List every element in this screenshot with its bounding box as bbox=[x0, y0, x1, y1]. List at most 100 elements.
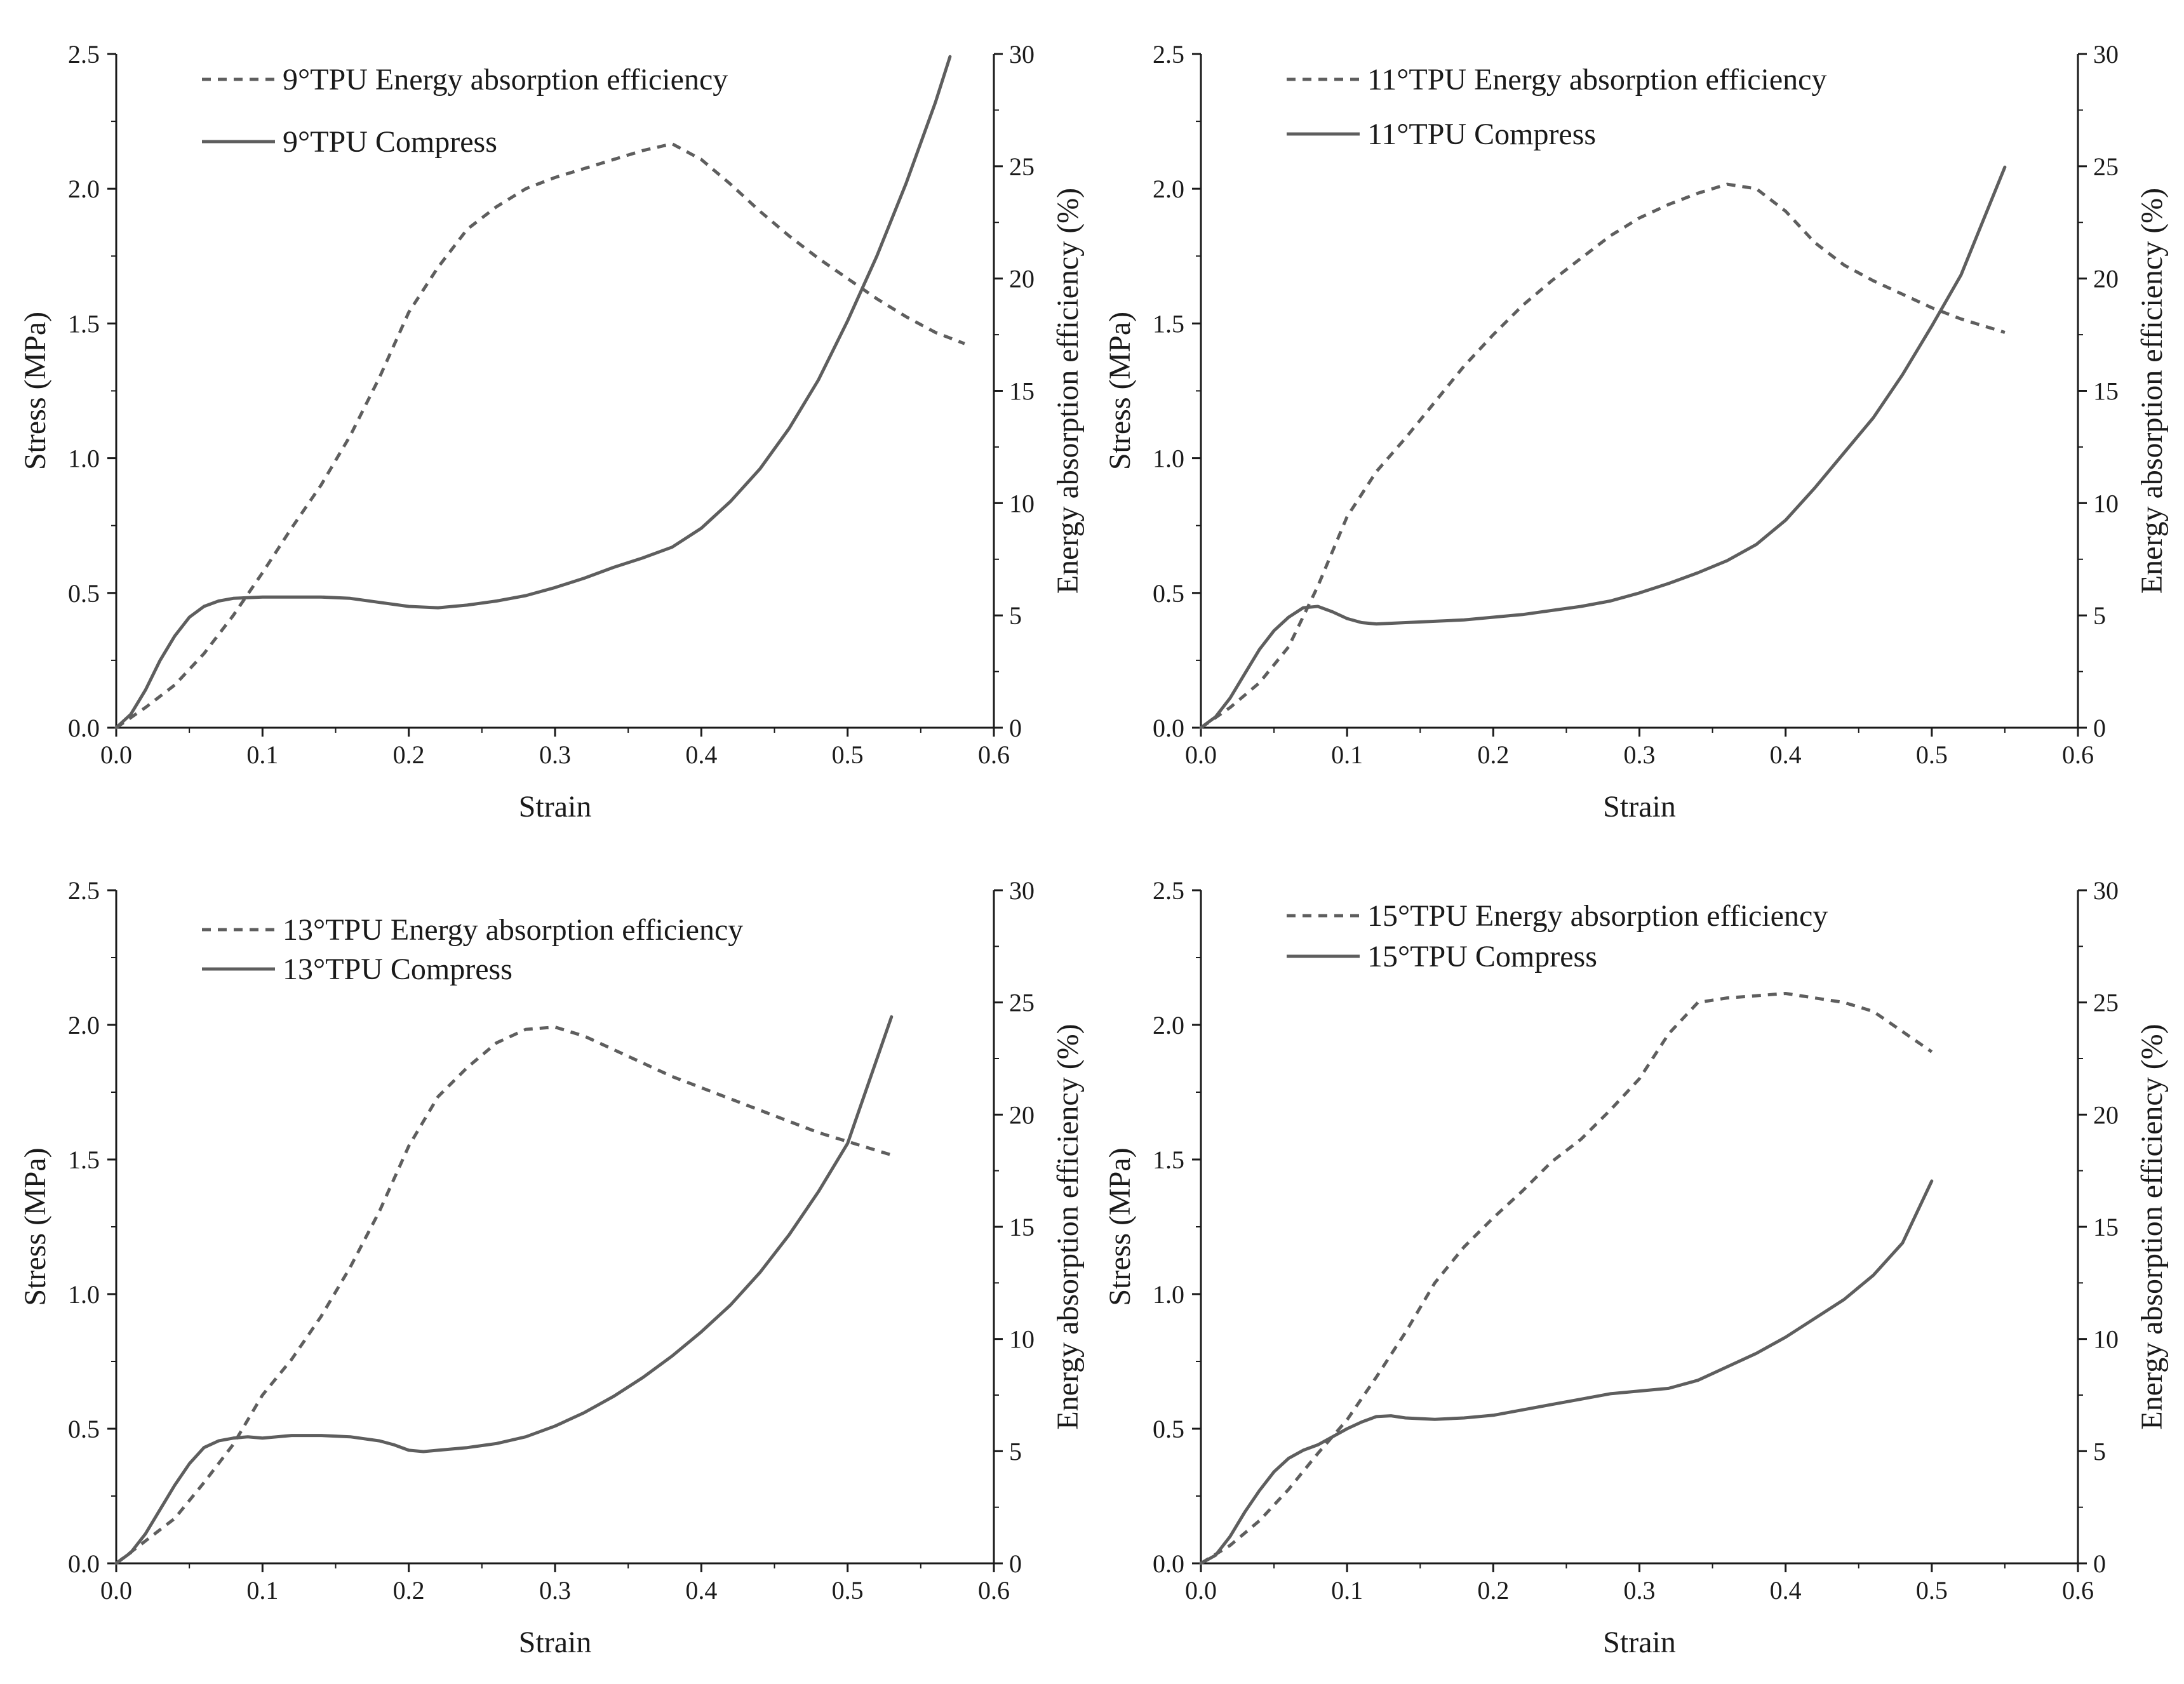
y-axis-title: Stress (MPa) bbox=[18, 1147, 52, 1306]
y2-tick-label: 20 bbox=[2093, 265, 2119, 293]
y2-tick-label: 20 bbox=[1009, 265, 1035, 293]
y-tick-label: 2.0 bbox=[1153, 1011, 1184, 1039]
y2-tick-label: 30 bbox=[2093, 876, 2119, 905]
y-tick-label: 0.0 bbox=[1153, 714, 1184, 742]
y-tick-label: 1.0 bbox=[1153, 1280, 1184, 1309]
y-tick-label: 1.5 bbox=[68, 309, 100, 338]
x-tick-label: 0.1 bbox=[246, 1576, 278, 1605]
chart-panel-top-right: 0.0 0.1 0.2 0.3 0.4 0.5 0.6 0.0 0.5 1.0 1.5 2.0 2.5 0… bbox=[1103, 40, 2169, 824]
y-tick-label: 2.5 bbox=[68, 40, 100, 69]
x-tick-label: 0.6 bbox=[2062, 1576, 2094, 1605]
x-tick-label: 0.4 bbox=[1770, 740, 1802, 769]
y2-tick-label: 5 bbox=[2093, 601, 2106, 630]
y2-tick-label: 0 bbox=[2093, 714, 2106, 742]
x-tick-label: 0.3 bbox=[539, 740, 571, 769]
x-tick-label: 0.3 bbox=[539, 1576, 571, 1605]
y2-tick-label: 10 bbox=[1009, 1325, 1035, 1354]
y-tick-label: 2.5 bbox=[1153, 876, 1184, 905]
y2-tick-label: 30 bbox=[1009, 876, 1035, 905]
y2-tick-label: 25 bbox=[1009, 989, 1035, 1017]
y2-tick-label: 0 bbox=[1009, 1549, 1022, 1578]
y2-tick-label: 15 bbox=[1009, 377, 1035, 406]
series-line-energy-efficiency bbox=[1200, 182, 2006, 730]
legend-label: 15°TPU Compress bbox=[1367, 940, 1597, 973]
x-tick-label: 0.1 bbox=[1331, 740, 1363, 769]
y-tick-label: 2.5 bbox=[1153, 40, 1184, 69]
x-axis-title: Strain bbox=[519, 790, 592, 824]
x-tick-label: 0.2 bbox=[393, 1576, 425, 1605]
y2-tick-label: 15 bbox=[2093, 1213, 2119, 1241]
y2-tick-label: 25 bbox=[1009, 152, 1035, 181]
y-tick-label: 2.5 bbox=[68, 876, 100, 905]
x-tick-label: 0.4 bbox=[685, 740, 717, 769]
y2-tick-label: 5 bbox=[2093, 1437, 2106, 1466]
chart-panel-top-left: 0.0 0.1 0.2 0.3 0.4 0.5 0.6 0.0 0.5 1.0 1.5 2.0 2.5 0… bbox=[18, 40, 1085, 824]
y-tick-label: 1.0 bbox=[68, 1280, 100, 1309]
x-tick-label: 0.0 bbox=[1185, 1576, 1217, 1605]
x-tick-label: 0.5 bbox=[1916, 740, 1948, 769]
y-tick-label: 1.0 bbox=[68, 444, 100, 473]
x-tick-label: 0.0 bbox=[100, 740, 132, 769]
series-line-energy-efficiency bbox=[115, 1026, 892, 1565]
x-tick-label: 0.5 bbox=[832, 1576, 864, 1605]
x-tick-label: 0.2 bbox=[1477, 1576, 1509, 1605]
y-axis-title: Stress (MPa) bbox=[1103, 312, 1137, 470]
y2-tick-label: 5 bbox=[1009, 1437, 1022, 1466]
y2-tick-label: 25 bbox=[2093, 989, 2119, 1017]
y2-tick-label: 15 bbox=[2093, 377, 2119, 406]
y2-tick-label: 20 bbox=[1009, 1100, 1035, 1129]
x-tick-label: 0.5 bbox=[832, 740, 864, 769]
x-tick-label: 0.0 bbox=[100, 1576, 132, 1605]
x-tick-label: 0.2 bbox=[393, 740, 425, 769]
y2-tick-label: 20 bbox=[2093, 1100, 2119, 1129]
legend-label: 9°TPU Energy absorption efficiency bbox=[283, 63, 728, 97]
y2-tick-label: 15 bbox=[1009, 1213, 1035, 1241]
y2-tick-label: 10 bbox=[1009, 489, 1035, 518]
x-tick-label: 0.1 bbox=[246, 740, 278, 769]
y-tick-label: 1.5 bbox=[68, 1146, 100, 1174]
x-tick-label: 0.5 bbox=[1916, 1576, 1948, 1605]
series-line-energy-efficiency bbox=[1200, 992, 1933, 1565]
x-axis-title: Strain bbox=[1603, 1626, 1676, 1659]
x-tick-label: 0.6 bbox=[978, 1576, 1010, 1605]
x-tick-label: 0.3 bbox=[1624, 740, 1656, 769]
x-tick-label: 0.6 bbox=[2062, 740, 2094, 769]
y-tick-label: 0.5 bbox=[1153, 579, 1184, 608]
y-tick-label: 0.0 bbox=[68, 714, 100, 742]
y-axis-title: Stress (MPa) bbox=[1103, 1147, 1137, 1306]
legend-label: 11°TPU Compress bbox=[1367, 117, 1596, 151]
y2-axis-title: Energy absorption efficiency (%) bbox=[1051, 188, 1085, 594]
y2-tick-label: 30 bbox=[2093, 40, 2119, 69]
x-tick-label: 0.2 bbox=[1477, 740, 1509, 769]
y-tick-label: 2.0 bbox=[1153, 175, 1184, 203]
x-tick-label: 0.4 bbox=[1770, 1576, 1802, 1605]
y2-tick-label: 0 bbox=[1009, 714, 1022, 742]
x-axis-title: Strain bbox=[1603, 790, 1676, 824]
y2-tick-label: 5 bbox=[1009, 601, 1022, 630]
y-tick-label: 0.5 bbox=[68, 579, 100, 608]
y2-axis-title: Energy absorption efficiency (%) bbox=[1051, 1024, 1085, 1429]
series-line-compress bbox=[114, 55, 952, 730]
y-tick-label: 0.5 bbox=[1153, 1415, 1184, 1443]
y-tick-label: 2.0 bbox=[68, 175, 100, 203]
y-tick-label: 1.5 bbox=[1153, 1146, 1184, 1174]
y2-tick-label: 0 bbox=[2093, 1549, 2106, 1578]
legend-label: 13°TPU Energy absorption efficiency bbox=[283, 913, 743, 947]
y2-axis-title: Energy absorption efficiency (%) bbox=[2135, 1024, 2169, 1429]
y2-tick-label: 30 bbox=[1009, 40, 1035, 69]
legend-label: 15°TPU Energy absorption efficiency bbox=[1367, 899, 1828, 933]
legend-label: 9°TPU Compress bbox=[283, 125, 497, 159]
x-axis-title: Strain bbox=[519, 1626, 592, 1659]
y-tick-label: 0.5 bbox=[68, 1415, 100, 1443]
series-line-compress bbox=[1199, 165, 2007, 730]
chart-panel-bottom-left: 0.0 0.1 0.2 0.3 0.4 0.5 0.6 0.0 0.5 1.0 1.5 2.0 2.5 0… bbox=[18, 876, 1085, 1659]
chart-panel-bottom-right: 0.0 0.1 0.2 0.3 0.4 0.5 0.6 0.0 0.5 1.0 1.5 2.0 2.5 0… bbox=[1103, 876, 2169, 1659]
x-tick-label: 0.0 bbox=[1185, 740, 1217, 769]
y2-tick-label: 10 bbox=[2093, 1325, 2119, 1354]
series-line-compress bbox=[1199, 1179, 1934, 1565]
y-tick-label: 1.0 bbox=[1153, 444, 1184, 473]
legend-label: 11°TPU Energy absorption efficiency bbox=[1367, 63, 1826, 97]
y-axis-title: Stress (MPa) bbox=[18, 312, 52, 470]
y2-tick-label: 10 bbox=[2093, 489, 2119, 518]
x-tick-label: 0.1 bbox=[1331, 1576, 1363, 1605]
